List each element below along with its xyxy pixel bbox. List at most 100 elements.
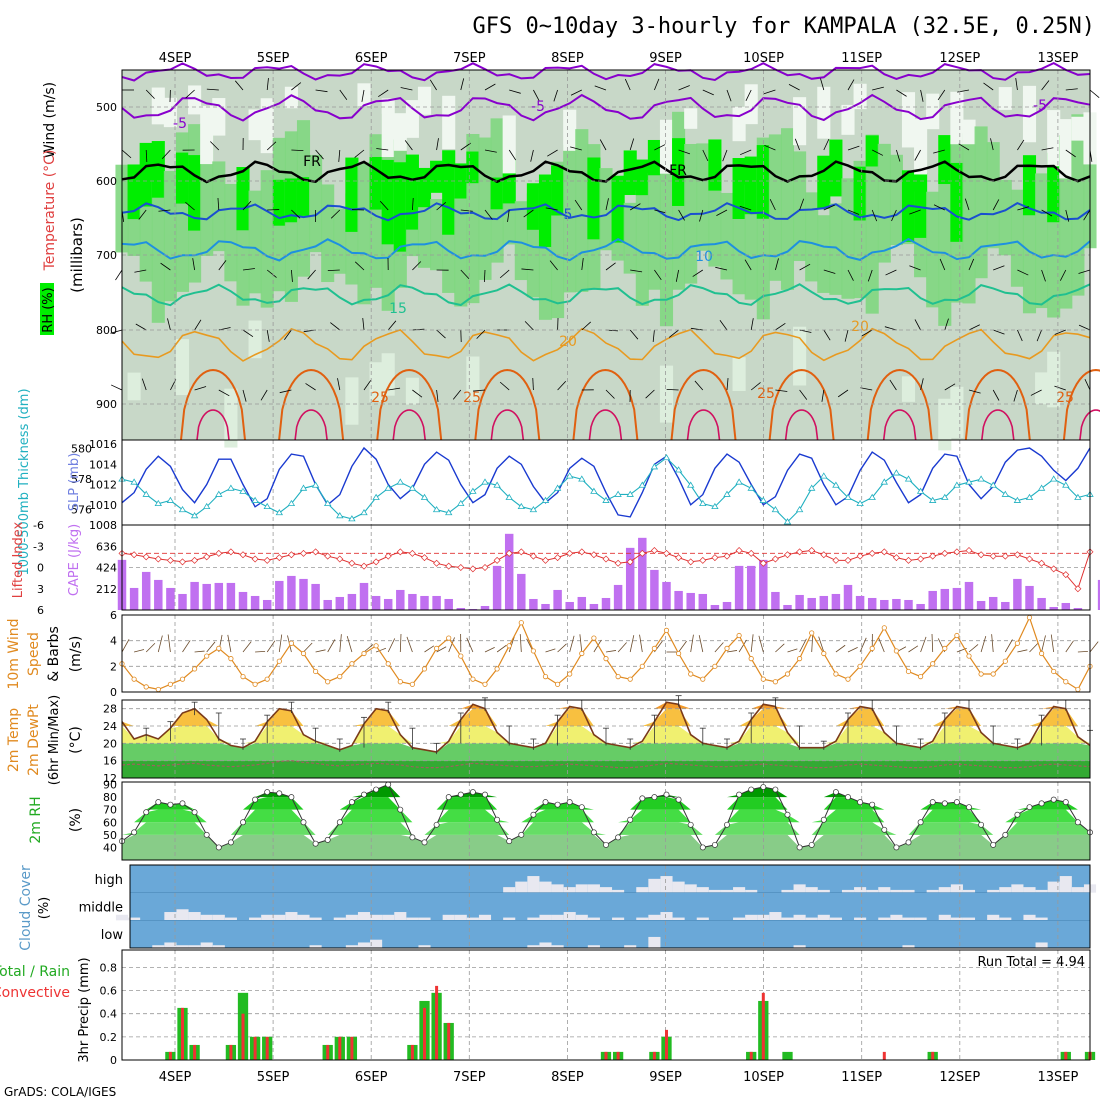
- cloud-cell: [902, 945, 915, 948]
- lifted-index-point: [384, 552, 392, 560]
- rh-high-band: [272, 179, 286, 226]
- wind-speed-point: [688, 671, 694, 677]
- cape-axis-label: CAPE (J/kg): [67, 524, 82, 596]
- cape-tick-label: 212: [96, 583, 117, 596]
- thickness-point: [844, 493, 852, 500]
- wind-barb: [330, 209, 341, 219]
- rh-low-band: [938, 398, 952, 451]
- wind-barb: [1065, 149, 1076, 158]
- wind-barb: [400, 87, 413, 91]
- rh-high-band: [587, 157, 601, 240]
- cape-bar: [880, 599, 889, 610]
- isotherm-25-dome: [1062, 368, 1100, 441]
- lifted-index-point: [408, 549, 416, 557]
- precip-frame: [121, 949, 1091, 1061]
- rh-high-band: [369, 156, 383, 210]
- wind-barb: [134, 649, 145, 653]
- rh-high-band: [672, 138, 686, 206]
- cape-bar: [311, 583, 320, 610]
- wind-barb: [920, 636, 927, 653]
- wind-barb: [726, 378, 729, 391]
- rh-high-band: [1022, 155, 1037, 216]
- humidity-point: [421, 839, 428, 846]
- wind-barb: [639, 634, 643, 653]
- cape-bar: [650, 569, 659, 610]
- wind-barb: [1089, 641, 1099, 653]
- cape-bar: [1013, 578, 1022, 610]
- day-label-top: 7SEP: [453, 51, 486, 66]
- wind-barb: [363, 644, 374, 653]
- wind-barb: [182, 640, 191, 653]
- rh-axis-label-1: 2m RH: [28, 796, 44, 843]
- cloud-cell: [176, 909, 189, 921]
- wind-barb: [1041, 269, 1046, 282]
- cloud-cell: [938, 887, 951, 893]
- li-tick-label: -3: [33, 540, 44, 553]
- temperature-frame: [121, 699, 1091, 779]
- humidity-point: [639, 795, 646, 802]
- cape-bar: [662, 581, 671, 610]
- wind-barb: [914, 319, 921, 331]
- cloud-cell: [575, 884, 588, 893]
- humidity-band: [122, 797, 1090, 810]
- rh-high-band: [914, 172, 928, 238]
- lifted-index-point: [868, 549, 876, 557]
- rh-low-band: [1059, 119, 1073, 179]
- thickness-point: [239, 487, 247, 494]
- humidity-point: [240, 819, 246, 826]
- precip-convective-legend: Convective: [0, 985, 70, 1001]
- temp-axis-label-4: (°C): [68, 726, 84, 754]
- thickness-point: [747, 484, 755, 491]
- lifted-index-point: [941, 549, 949, 557]
- wind-barb: [404, 140, 413, 151]
- rh-low-band: [950, 386, 964, 438]
- rh-high-band: [393, 162, 407, 252]
- cape-bar: [190, 581, 199, 610]
- cloud-cell: [733, 917, 746, 921]
- rh-low-band: [914, 118, 928, 175]
- precip-convective-bar: [168, 1051, 172, 1060]
- cape-bar: [517, 573, 526, 610]
- wind-speed-point: [1051, 668, 1057, 675]
- wind-barb: [599, 139, 607, 151]
- precip-convective-bar: [761, 992, 765, 1060]
- isotherm-30-dome: [686, 409, 721, 441]
- day-label-bottom: 9SEP: [649, 1070, 682, 1085]
- wind-barb: [859, 637, 867, 653]
- wind-barb: [375, 647, 387, 653]
- wind-speed-point: [639, 663, 645, 669]
- wind-barb: [330, 322, 341, 331]
- temp-axis-label-1: 2m Temp: [6, 708, 22, 772]
- humidity-point: [191, 809, 198, 816]
- contour-label: 25: [371, 390, 389, 406]
- lifted-index-point: [566, 549, 574, 557]
- humidity-point: [530, 811, 537, 818]
- wind-barb: [315, 649, 326, 653]
- wind-barb: [545, 207, 558, 211]
- wind-barb: [992, 199, 1000, 211]
- wind-axis-label: Wind (m/s): [42, 82, 58, 158]
- rh-mid-band: [805, 192, 819, 282]
- wind-speed-point: [385, 661, 391, 667]
- lifted-index-point: [663, 549, 670, 557]
- thickness-point: [578, 475, 586, 482]
- lifted-index-point: [687, 558, 695, 566]
- rh-mid-band: [1022, 205, 1037, 314]
- wind-barb: [750, 382, 761, 391]
- humidity-point: [276, 790, 283, 797]
- wind-speed-point: [627, 676, 633, 682]
- cloud-axis-label-1: Cloud Cover: [18, 865, 34, 951]
- wind-barb: [553, 89, 558, 102]
- wind-barb: [675, 269, 679, 282]
- isotherm-30-dome: [588, 409, 623, 441]
- wind-barb: [284, 329, 292, 340]
- wind-barb: [867, 269, 873, 282]
- wind-barb: [908, 645, 919, 653]
- thickness-tick-label: 580: [71, 443, 92, 456]
- wind-barb: [138, 209, 147, 220]
- thickness-axis-label: 1000-500mb Thickness (dm): [17, 388, 32, 575]
- wind-barb: [484, 83, 496, 91]
- lifted-index-point: [542, 556, 549, 564]
- contour-label: FR: [669, 163, 687, 179]
- cloud-cell: [829, 917, 842, 921]
